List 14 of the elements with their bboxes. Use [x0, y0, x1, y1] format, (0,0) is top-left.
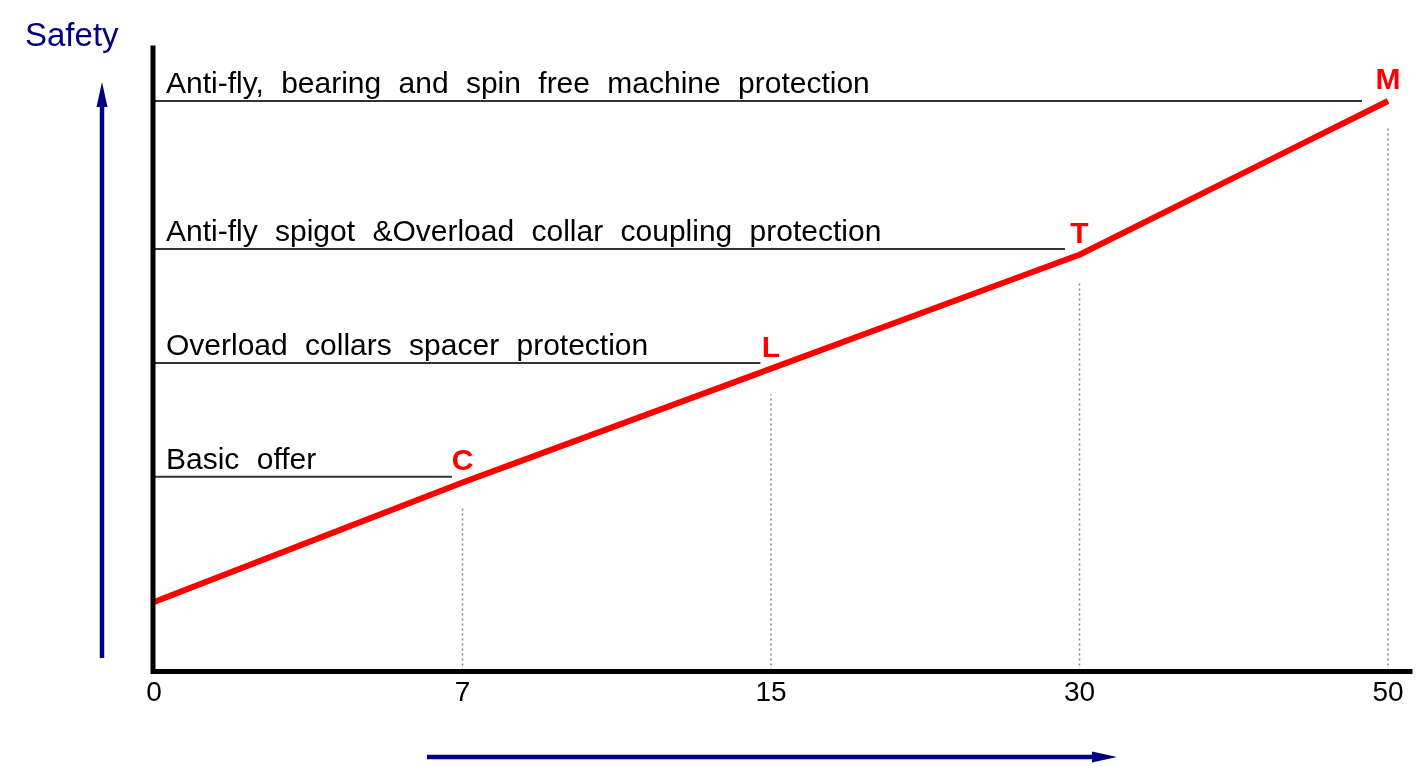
annotation: T — [1070, 215, 1089, 249]
ref-line-label: Overload collars spacer protection — [166, 327, 649, 361]
x-tick-label: 30 — [1063, 675, 1096, 707]
x-tick-label: 7 — [454, 675, 471, 707]
annotation: L — [761, 329, 781, 363]
annotation: M — [1375, 61, 1401, 95]
y-axis-title: Safety — [25, 16, 119, 53]
annotation: C — [451, 443, 474, 477]
ref-line-label: Anti-fly, bearing and spin free machine protection — [166, 65, 870, 99]
ref-line-label: Anti-fly spigot &Overload collar coupling protection — [166, 214, 882, 248]
ref-line-label: Basic offer — [166, 441, 317, 475]
x-tick-label: 15 — [755, 675, 787, 707]
x-tick-label: 0 — [146, 675, 162, 707]
x-tick-label: 50 — [1372, 675, 1404, 707]
